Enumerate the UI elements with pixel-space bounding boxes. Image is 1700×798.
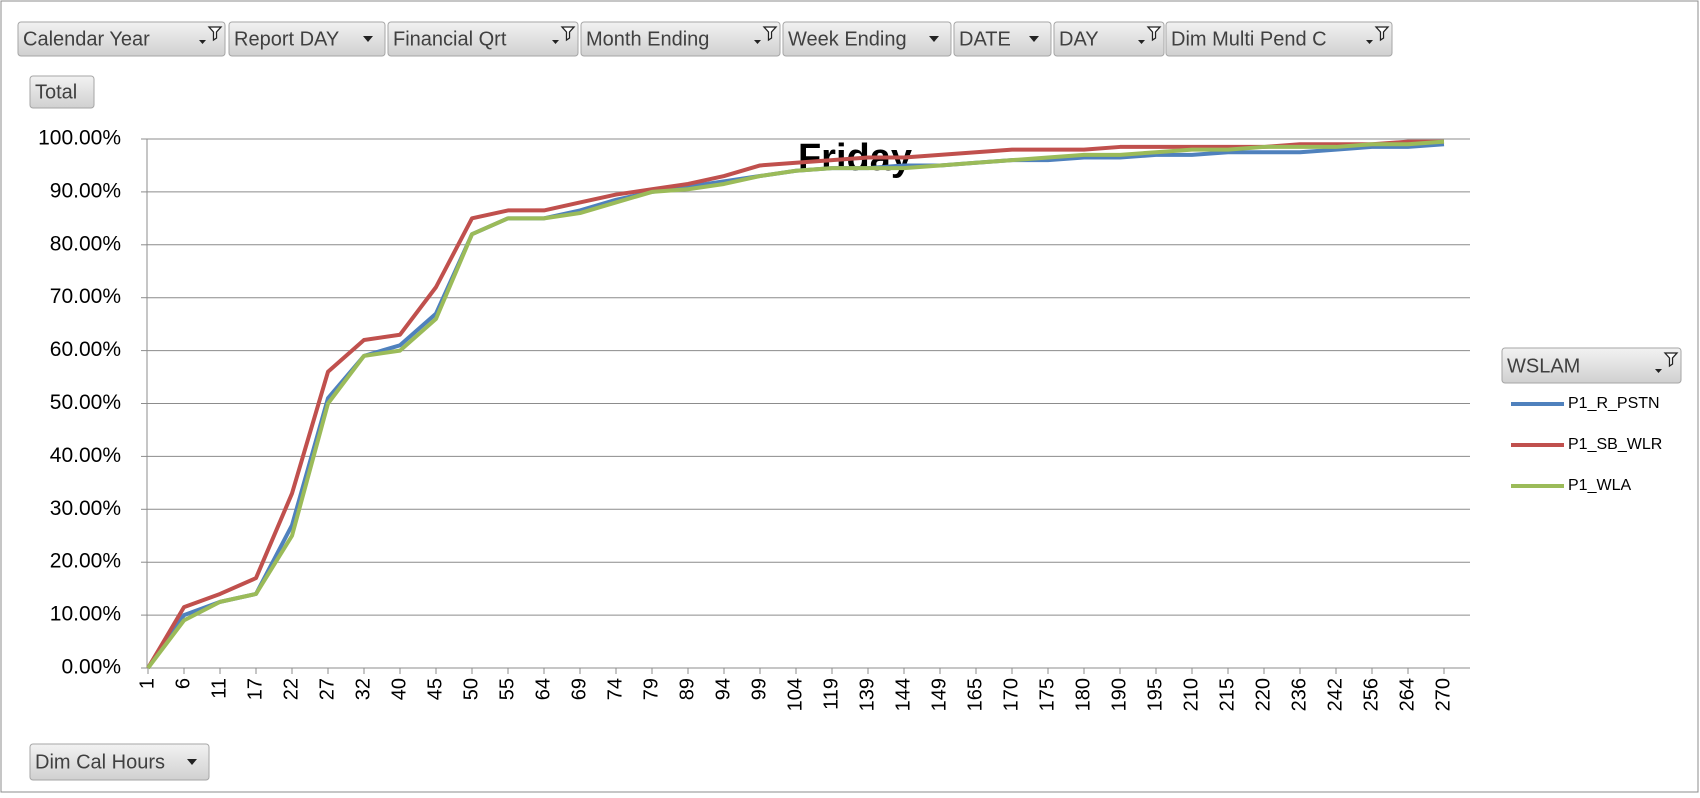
x-tick-label: 74 — [604, 678, 626, 700]
filter-button-label: Month Ending — [586, 28, 709, 50]
x-tick-label: 79 — [640, 678, 662, 700]
y-tick-label: 90.00% — [50, 179, 121, 202]
x-tick-label: 104 — [784, 678, 806, 711]
dropdown-arrow — [199, 40, 206, 44]
x-tick-label: 215 — [1216, 678, 1238, 711]
x-tick-label: 22 — [280, 678, 302, 700]
axis-field-button-label: Dim Cal Hours — [35, 751, 165, 773]
y-tick-label: 10.00% — [50, 603, 121, 626]
x-tick-label: 256 — [1360, 678, 1382, 711]
dropdown-arrow — [1655, 369, 1662, 373]
dropdown-arrow — [552, 40, 559, 44]
dropdown-arrow — [1366, 40, 1373, 44]
x-tick-label: 180 — [1072, 678, 1094, 711]
filter-button-label: DAY — [1059, 28, 1099, 50]
filter-button[interactable] — [1053, 21, 1165, 57]
x-tick-label: 89 — [676, 678, 698, 700]
x-tick-label: 119 — [820, 678, 842, 710]
filter-button-label: DATE — [959, 28, 1011, 50]
x-tick-label: 220 — [1252, 678, 1274, 711]
x-tick-label: 32 — [352, 678, 374, 700]
filter-button[interactable] — [228, 21, 386, 57]
value-field-button-label: Total — [35, 81, 77, 103]
y-tick-label: 80.00% — [50, 232, 121, 255]
dropdown-arrow — [754, 40, 761, 44]
x-tick-label: 64 — [532, 678, 554, 700]
x-tick-label: 149 — [928, 678, 950, 711]
filter-icon — [762, 26, 778, 42]
x-tick-label: 236 — [1288, 678, 1310, 711]
x-tick-label: 27 — [316, 678, 338, 700]
x-tick-label: 144 — [892, 678, 914, 711]
filter-button-label: Calendar Year — [23, 28, 150, 50]
filter-button-label: Week Ending — [788, 28, 907, 50]
filter-button[interactable] — [953, 21, 1052, 57]
dropdown-arrow — [187, 759, 197, 765]
y-tick-label: 60.00% — [50, 338, 121, 361]
x-tick-label: 17 — [244, 678, 266, 700]
filter-button-label: Financial Qrt — [393, 28, 507, 50]
x-tick-label: 69 — [568, 678, 590, 700]
x-tick-label: 270 — [1432, 678, 1454, 711]
filter-icon — [560, 26, 576, 42]
x-tick-label: 94 — [712, 678, 734, 700]
y-tick-label: 50.00% — [50, 391, 121, 414]
legend-label: P1_SB_WLR — [1568, 436, 1662, 453]
x-tick-label: 139 — [856, 678, 878, 711]
x-tick-label: 6 — [172, 678, 194, 689]
x-tick-label: 50 — [460, 678, 482, 700]
x-tick-label: 170 — [1000, 678, 1022, 711]
x-tick-label: 242 — [1324, 678, 1346, 711]
x-tick-label: 55 — [496, 678, 518, 700]
x-tick-label: 175 — [1036, 678, 1058, 711]
filter-icon — [1374, 26, 1390, 42]
filter-icon — [1663, 352, 1679, 368]
x-tick-label: 190 — [1108, 678, 1130, 711]
dropdown-arrow — [1029, 36, 1039, 42]
dropdown-arrow — [1138, 40, 1145, 44]
axis-field-button[interactable] — [29, 743, 210, 781]
dropdown-arrow — [929, 36, 939, 42]
filter-button[interactable] — [580, 21, 781, 57]
filter-button-label: Report DAY — [234, 28, 339, 50]
x-tick-label: 45 — [424, 678, 446, 700]
filter-button-label: Dim Multi Pend C — [1171, 28, 1327, 50]
legend-title: WSLAM — [1507, 355, 1580, 377]
filter-button[interactable] — [17, 21, 226, 57]
filter-button[interactable] — [782, 21, 952, 57]
x-tick-label: 40 — [388, 678, 410, 700]
x-tick-label: 264 — [1396, 678, 1418, 711]
dropdown-arrow — [363, 36, 373, 42]
value-field-button[interactable] — [29, 75, 95, 109]
y-tick-label: 100.00% — [38, 127, 121, 150]
filter-icon — [1146, 26, 1162, 42]
x-tick-label: 99 — [748, 678, 770, 700]
legend-label: P1_WLA — [1568, 477, 1631, 494]
y-tick-label: 30.00% — [50, 497, 121, 520]
x-tick-label: 210 — [1180, 678, 1202, 711]
filter-button[interactable] — [1165, 21, 1393, 57]
y-tick-label: 40.00% — [50, 444, 121, 467]
y-tick-label: 0.00% — [61, 656, 121, 679]
y-tick-label: 70.00% — [50, 285, 121, 308]
legend-button[interactable] — [1501, 347, 1682, 384]
filter-icon — [207, 26, 223, 42]
series-line — [146, 139, 1445, 670]
x-tick-label: 11 — [208, 678, 230, 699]
filter-button[interactable] — [387, 21, 579, 57]
x-tick-label: 1 — [136, 678, 158, 689]
legend-label: P1_R_PSTN — [1568, 395, 1660, 412]
x-tick-label: 165 — [964, 678, 986, 711]
series-line — [146, 139, 1444, 670]
y-tick-label: 20.00% — [50, 550, 121, 573]
x-tick-label: 195 — [1144, 678, 1166, 711]
